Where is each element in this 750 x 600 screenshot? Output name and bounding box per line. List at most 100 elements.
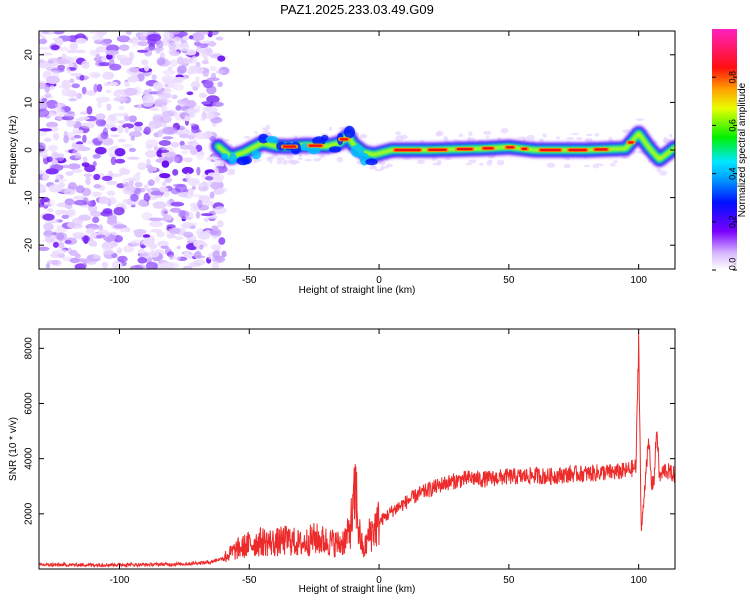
noise-blob bbox=[152, 82, 163, 90]
noise-blob bbox=[176, 56, 185, 65]
noise-blob bbox=[117, 124, 124, 134]
spectrogram-signal bbox=[210, 118, 675, 176]
noise-blob bbox=[89, 71, 101, 79]
noise-blob bbox=[172, 255, 181, 261]
y-tick-label: -20 bbox=[24, 238, 35, 253]
noise-blob bbox=[39, 102, 48, 109]
noise-blob bbox=[83, 173, 93, 177]
noise-blob bbox=[205, 176, 214, 181]
noise-blob bbox=[130, 239, 144, 246]
noise-blob bbox=[172, 76, 186, 82]
y-tick-label: 4000 bbox=[24, 447, 35, 470]
noise-blob bbox=[116, 247, 123, 255]
signal-halo-blob bbox=[359, 133, 368, 139]
noise-blob bbox=[181, 166, 194, 175]
noise-blob bbox=[50, 44, 60, 50]
noise-blob bbox=[45, 99, 59, 109]
noise-blob bbox=[103, 82, 110, 87]
ridge-blob bbox=[307, 146, 321, 155]
noise-blob bbox=[52, 31, 65, 35]
noise-blob bbox=[85, 90, 97, 96]
signal-halo-blob bbox=[444, 156, 452, 161]
noise-blob bbox=[52, 241, 59, 248]
signal-halo-blob bbox=[486, 135, 489, 139]
noise-blob bbox=[127, 156, 140, 160]
noise-blob bbox=[43, 222, 54, 231]
noise-blob bbox=[107, 147, 115, 155]
noise-blob bbox=[92, 216, 100, 224]
noise-blob bbox=[194, 251, 202, 259]
noise-blob bbox=[160, 261, 174, 269]
signal-halo-blob bbox=[328, 126, 333, 131]
noise-blob bbox=[143, 126, 151, 135]
signal-halo-blob bbox=[659, 170, 668, 176]
noise-blob bbox=[197, 231, 211, 240]
noise-blob bbox=[218, 237, 226, 245]
noise-blob bbox=[198, 183, 205, 188]
noise-blob bbox=[95, 46, 108, 53]
noise-blob bbox=[209, 65, 218, 72]
noise-blob bbox=[171, 36, 182, 43]
noise-blob bbox=[177, 210, 190, 219]
noise-blob bbox=[57, 178, 68, 182]
ridge-blob bbox=[251, 150, 262, 160]
signal-halo-blob bbox=[369, 165, 377, 170]
noise-blob bbox=[145, 150, 157, 158]
noise-blob bbox=[198, 92, 207, 99]
signal-halo-blob bbox=[287, 159, 295, 163]
noise-blob bbox=[209, 191, 215, 199]
noise-blob bbox=[81, 235, 91, 243]
noise-blob bbox=[172, 183, 186, 187]
noise-blob bbox=[193, 194, 203, 198]
noise-blob bbox=[105, 44, 120, 52]
signal-halo-blob bbox=[286, 155, 294, 160]
noise-blob bbox=[117, 255, 128, 263]
noise-blob bbox=[95, 53, 101, 59]
ridge-blob bbox=[365, 158, 378, 166]
noise-blob bbox=[187, 99, 196, 109]
noise-blob bbox=[148, 31, 154, 35]
noise-blob bbox=[125, 31, 133, 36]
noise-blob bbox=[145, 139, 159, 148]
noise-blob bbox=[81, 86, 87, 95]
noise-blob bbox=[191, 185, 196, 191]
signal-halo-blob bbox=[282, 159, 288, 165]
noise-blob bbox=[69, 78, 75, 84]
noise-blob bbox=[203, 200, 215, 206]
noise-blob bbox=[164, 83, 169, 88]
noise-blob bbox=[45, 263, 51, 269]
noise-blob bbox=[63, 135, 69, 144]
noise-blob bbox=[113, 207, 125, 216]
noise-blob bbox=[207, 112, 216, 120]
noise-blob bbox=[112, 113, 126, 117]
noise-blob bbox=[188, 188, 194, 195]
noise-blob bbox=[45, 168, 59, 175]
noise-blob bbox=[142, 234, 151, 239]
noise-blob bbox=[106, 190, 116, 196]
noise-blob bbox=[85, 176, 91, 186]
noise-blob bbox=[217, 55, 226, 62]
noise-blob bbox=[89, 240, 97, 246]
noise-blob bbox=[130, 135, 135, 141]
noise-blob bbox=[212, 101, 225, 108]
noise-blob bbox=[134, 125, 143, 133]
noise-blob bbox=[91, 34, 103, 41]
noise-blob bbox=[183, 251, 191, 257]
noise-blob bbox=[72, 92, 78, 97]
noise-blob bbox=[165, 152, 172, 158]
noise-blob bbox=[109, 63, 122, 71]
noise-blob bbox=[207, 172, 219, 177]
noise-blob bbox=[206, 95, 220, 104]
noise-blob bbox=[106, 103, 112, 111]
noise-blob bbox=[129, 265, 144, 269]
signal-halo-blob bbox=[500, 127, 509, 134]
noise-blob bbox=[105, 89, 112, 94]
noise-blob bbox=[133, 229, 147, 235]
noise-blob bbox=[139, 33, 147, 43]
signal-halo-blob bbox=[635, 118, 645, 121]
signal-halo-blob bbox=[586, 133, 593, 137]
noise-blob bbox=[57, 58, 71, 65]
noise-blob bbox=[147, 33, 162, 42]
signal-halo-blob bbox=[380, 167, 384, 171]
noise-blob bbox=[221, 250, 227, 258]
